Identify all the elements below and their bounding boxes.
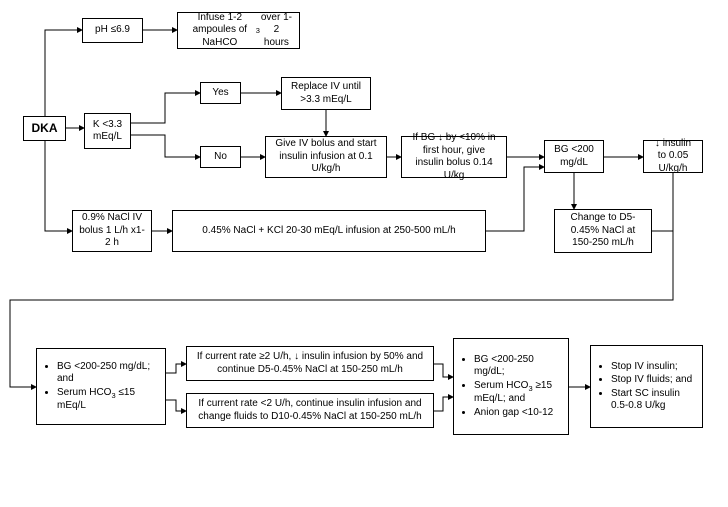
- node-insulin05: ↓ insulin to 0.05 U/kg/h: [643, 140, 703, 173]
- node-no: No: [200, 146, 241, 168]
- edge-15: [652, 173, 673, 231]
- node-replace: Replace IV until >3.3 mEq/L: [281, 77, 371, 110]
- edge-5: [131, 135, 200, 157]
- edge-1: [45, 30, 82, 116]
- node-yes: Yes: [200, 82, 241, 104]
- edge-4: [131, 93, 200, 123]
- edge-18: [166, 400, 186, 411]
- node-ph: pH ≤6.9: [82, 18, 143, 43]
- node-dka: DKA: [23, 116, 66, 141]
- node-bg200: BG <200 mg/dL: [544, 140, 604, 173]
- edge-19: [434, 364, 453, 377]
- node-givebolus: Give IV bolus and start insulin infusion…: [265, 136, 387, 178]
- edge-3: [45, 141, 72, 231]
- node-nahco3: Infuse 1-2 ampoules of NaHCO3 over 1-2 h…: [177, 12, 300, 49]
- node-naclbolus: 0.9% NaCl IV bolus 1 L/h x1-2 h: [72, 210, 152, 252]
- node-nacl045: 0.45% NaCl + KCl 20-30 mEq/L infusion at…: [172, 210, 486, 252]
- edge-20: [434, 397, 453, 411]
- node-ratelt2: If current rate <2 U/h, continue insulin…: [186, 393, 434, 428]
- node-stop: Stop IV insulin;Stop IV fluids; andStart…: [590, 345, 703, 428]
- node-rate2: If current rate ≥2 U/h, ↓ insulin infusi…: [186, 346, 434, 381]
- node-ifbg10: If BG ↓ by <10% in first hour, give insu…: [401, 136, 507, 178]
- edge-17: [166, 364, 186, 373]
- node-crit1: BG <200-250 mg/dL; andSerum HCO3 ≤15 mEq…: [36, 348, 166, 425]
- node-crit2: BG <200-250 mg/dL;Serum HCO3 ≥15 mEq/L; …: [453, 338, 569, 435]
- node-changed5: Change to D5-0.45% NaCl at 150-250 mL/h: [554, 209, 652, 253]
- node-k33: K <3.3 mEq/L: [84, 113, 131, 149]
